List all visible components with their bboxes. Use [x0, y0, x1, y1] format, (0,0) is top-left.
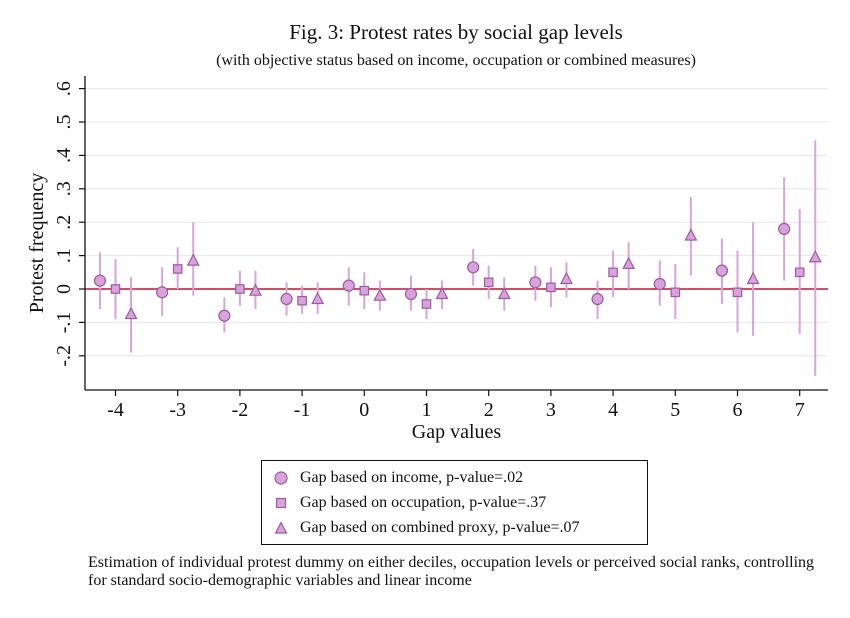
data-point-occupation — [297, 295, 307, 306]
data-point-occupation — [235, 284, 245, 294]
chart-subtitle: (with objective status based on income, … — [216, 52, 696, 69]
data-point-occupation — [732, 287, 743, 298]
data-point-occupation — [172, 264, 183, 274]
data-point-combined — [497, 286, 511, 300]
data-point-income — [778, 222, 791, 235]
square-marker-icon — [275, 497, 287, 509]
data-point-income — [280, 292, 293, 306]
data-point-income — [715, 264, 729, 277]
y-tick-label: .5 — [53, 115, 75, 130]
data-point-income — [653, 277, 666, 291]
y-tick-label: .2 — [53, 215, 75, 230]
x-tick-label: -4 — [107, 399, 124, 421]
data-point-occupation — [794, 267, 805, 278]
data-point-income — [404, 287, 418, 301]
chart-plot: -.2 -.1 0 .1 .2 .3 .4 .5 .6 -4 -3 -2 -1 0 1 2 3 4 5 6 7 Gap v… — [26, 76, 828, 443]
data-point-combined — [311, 291, 325, 305]
y-tick-label: .1 — [53, 248, 75, 263]
legend-item-occupation: Gap based on occupation, p-value=.37 — [272, 492, 546, 514]
legend: Gap based on income, p-value=.02 Gap bas… — [261, 460, 648, 545]
data-point-income — [156, 286, 169, 299]
legend-label: Gap based on income, p-value=.02 — [300, 469, 524, 486]
data-point-combined — [622, 256, 636, 270]
y-tick-label: -.1 — [53, 312, 75, 334]
x-tick-label: 2 — [484, 399, 494, 421]
x-tick-label: 0 — [359, 399, 369, 421]
x-tick-label: 1 — [422, 399, 432, 421]
legend-label: Gap based on combined proxy, p-value=.07 — [300, 519, 580, 536]
legend-label: Gap based on occupation, p-value=.37 — [300, 494, 547, 511]
chart-title: Fig. 3: Protest rates by social gap leve… — [289, 20, 623, 44]
y-tick-label: .6 — [53, 81, 75, 96]
y-axis-title: Protest frequency — [26, 173, 48, 314]
data-point-income — [529, 276, 542, 289]
figure-note: Estimation of individual protest dummy o… — [88, 554, 815, 589]
x-tick-label: 6 — [733, 399, 743, 421]
data-point-combined — [124, 306, 138, 320]
y-tick-label: 0 — [53, 284, 75, 294]
data-point-combined — [808, 249, 822, 263]
y-tick-label: .3 — [53, 181, 75, 196]
x-tick-label: -1 — [294, 399, 311, 421]
data-point-income — [93, 274, 107, 287]
data-point-occupation — [359, 285, 370, 296]
data-point-combined — [435, 286, 449, 300]
data-point-combined — [186, 253, 200, 266]
data-point-occupation — [670, 287, 681, 298]
data-point-combined — [684, 228, 698, 241]
data-point-income — [218, 309, 231, 322]
data-point-occupation — [421, 299, 432, 309]
legend-item-income: Gap based on income, p-value=.02 — [272, 467, 523, 489]
data-point-occupation — [608, 267, 618, 278]
x-tick-label: 7 — [795, 399, 805, 421]
data-point-combined — [373, 288, 387, 301]
data-point-combined — [559, 271, 573, 285]
data-point-occupation — [483, 277, 494, 288]
triangle-marker-icon — [274, 521, 288, 534]
x-tick-label: 5 — [670, 399, 680, 421]
data-point-income — [342, 279, 355, 292]
data-point-combined — [746, 271, 760, 285]
x-tick-label: 4 — [608, 399, 618, 421]
x-tick-label: -2 — [232, 399, 249, 421]
y-tick-label: .4 — [53, 148, 75, 163]
x-axis-title: Gap values — [412, 421, 502, 443]
legend-item-combined: Gap based on combined proxy, p-value=.07 — [272, 517, 579, 539]
y-tick-label: -.2 — [53, 345, 75, 367]
circle-marker-icon — [274, 471, 288, 485]
data-point-income — [467, 261, 480, 274]
x-tick-label: -3 — [169, 399, 186, 421]
data-point-income — [591, 292, 604, 306]
data-point-occupation — [110, 284, 121, 294]
data-point-combined — [248, 283, 262, 296]
data-point-occupation — [546, 282, 556, 293]
x-tick-label: 3 — [546, 399, 556, 421]
